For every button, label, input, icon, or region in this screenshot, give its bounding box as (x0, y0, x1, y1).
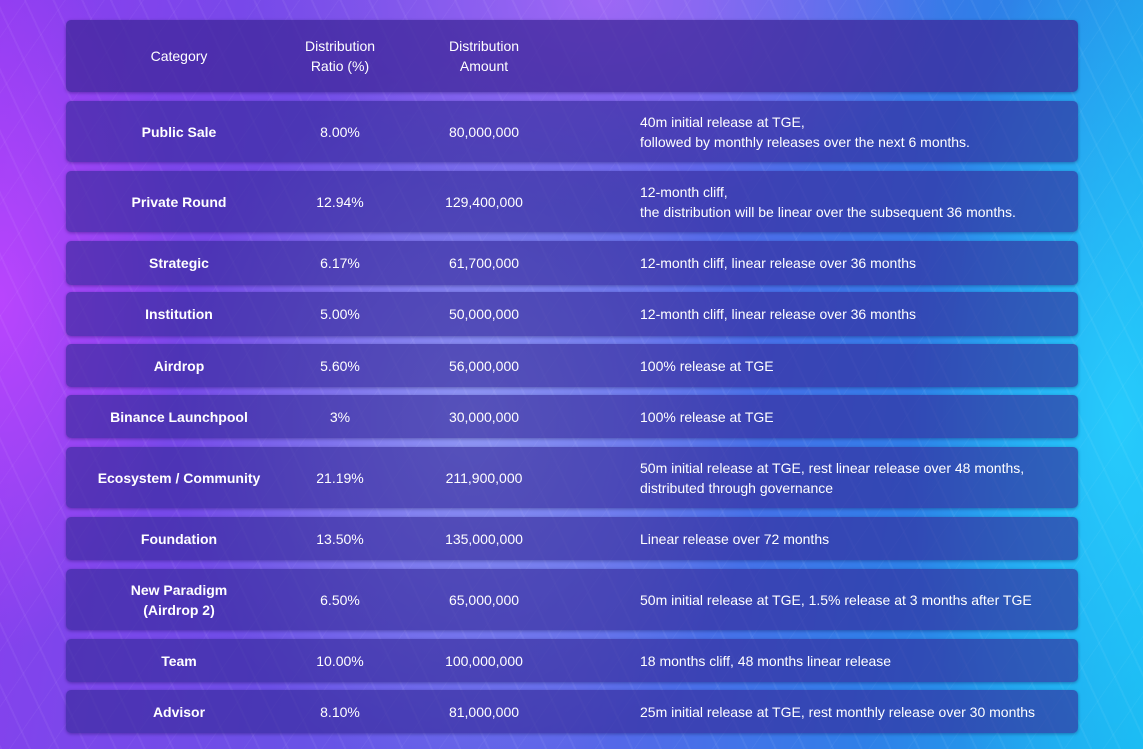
release-cell: 12-month cliff, linear release over 36 m… (640, 255, 916, 271)
header-distribution-amount: Distribution Amount (448, 38, 520, 74)
header-distribution-ratio: Distribution Ratio (%) (304, 38, 376, 74)
amount-cell: 61,700,000 (448, 255, 520, 271)
table-row: Private Round 12.94% 129,400,000 12-mont… (66, 171, 1078, 232)
release-cell: 40m initial release at TGE, followed by … (640, 113, 970, 150)
table-row: Ecosystem / Community 21.19% 211,900,000… (66, 447, 1078, 508)
table-row: Foundation 13.50% 135,000,000 Linear rel… (66, 517, 1078, 560)
ratio-cell: 8.00% (320, 123, 360, 140)
ratio-cell: 8.10% (320, 703, 360, 720)
amount-cell: 81,000,000 (448, 703, 520, 720)
release-cell: 18 months cliff, 48 months linear releas… (640, 652, 892, 669)
table-row: Advisor 8.10% 81,000,000 25m initial rel… (66, 690, 1078, 733)
amount-cell: 100,000,000 (445, 652, 523, 669)
amount-cell: 135,000,000 (445, 530, 523, 547)
release-cell: 100% release at TGE (640, 357, 774, 374)
category-cell: Strategic (149, 255, 209, 271)
release-cell: Linear release over 72 months (640, 530, 830, 547)
category-cell: Team (161, 652, 197, 669)
amount-cell: 129,400,000 (445, 193, 523, 210)
category-cell: Ecosystem / Community (97, 469, 261, 486)
amount-cell: 65,000,000 (448, 591, 520, 608)
table-row: Binance Launchpool 3% 30,000,000 100% re… (66, 395, 1078, 438)
amount-cell: 211,900,000 (445, 469, 523, 486)
ratio-cell: 21.19% (316, 469, 364, 486)
release-cell: 12-month cliff, linear release over 36 m… (640, 306, 916, 322)
category-cell: Institution (145, 306, 213, 322)
ratio-cell: 3% (329, 408, 351, 425)
ratio-cell: 5.60% (320, 357, 360, 374)
table-row: Team 10.00% 100,000,000 18 months cliff,… (66, 639, 1078, 682)
release-cell: 100% release at TGE (640, 408, 774, 425)
ratio-cell: 12.94% (316, 193, 364, 210)
header-release-schedule (640, 20, 1068, 92)
category-cell: New Paradigm (Airdrop 2) (130, 581, 228, 618)
ratio-cell: 10.00% (316, 652, 364, 669)
ratio-cell: 13.50% (316, 530, 364, 547)
amount-cell: 30,000,000 (448, 408, 520, 425)
category-cell: Binance Launchpool (110, 408, 248, 425)
table-row: New Paradigm (Airdrop 2) 6.50% 65,000,00… (66, 569, 1078, 630)
category-cell: Foundation (140, 530, 218, 547)
ratio-cell: 6.17% (320, 255, 360, 271)
table-row: Public Sale 8.00% 80,000,000 40m initial… (66, 101, 1078, 162)
amount-cell: 80,000,000 (448, 123, 520, 140)
release-cell: 50m initial release at TGE, 1.5% release… (640, 591, 1032, 608)
ratio-cell: 5.00% (320, 306, 360, 322)
category-cell: Advisor (152, 703, 206, 720)
header-category: Category (150, 48, 208, 64)
table-header-row: Category Distribution Ratio (%) Distribu… (66, 20, 1078, 92)
table-row: Institution 5.00% 50,000,000 12-month cl… (66, 292, 1078, 336)
release-cell: 12-month cliff, the distribution will be… (640, 183, 1016, 220)
category-cell: Airdrop (153, 357, 205, 374)
category-cell: Public Sale (141, 123, 217, 140)
release-cell: 25m initial release at TGE, rest monthly… (640, 703, 1036, 720)
category-cell: Private Round (131, 193, 227, 210)
table-row: Airdrop 5.60% 56,000,000 100% release at… (66, 344, 1078, 387)
amount-cell: 50,000,000 (448, 306, 520, 322)
table-row: Strategic 6.17% 61,700,000 12-month clif… (66, 241, 1078, 285)
amount-cell: 56,000,000 (448, 357, 520, 374)
release-cell: 50m initial release at TGE, rest linear … (640, 459, 1025, 496)
ratio-cell: 6.50% (320, 591, 360, 608)
